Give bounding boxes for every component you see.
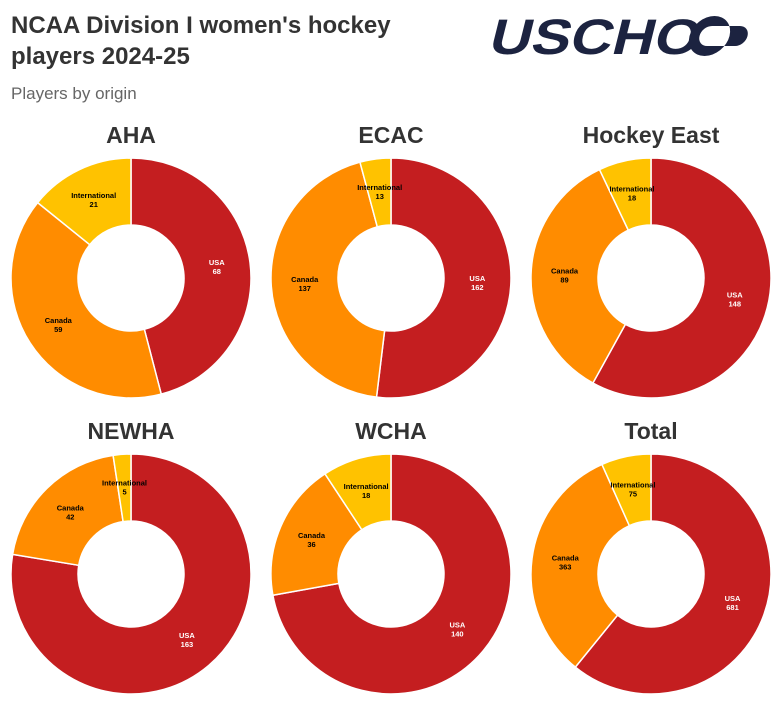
slice-label-international: International 13 [357, 183, 402, 201]
donut-title: AHA [106, 122, 156, 148]
uscho-logo: USCHO [488, 10, 748, 60]
slice-canada[interactable] [530, 463, 631, 669]
slice-label-international: International 21 [71, 191, 116, 209]
slice-label-international: International 18 [344, 482, 389, 500]
donut-chart-ecac: ECAC USA 162 Canada 137 International 13 [261, 118, 521, 408]
slice-label-canada: Canada 59 [45, 316, 73, 334]
donut-chart-hockey-east: Hockey East USA 148 Canada 89 International 1… [521, 118, 780, 408]
chart-subtitle: Players by origin [11, 84, 137, 103]
donut-chart-wcha: WCHA USA 140 Canada 36 International 18 [261, 414, 521, 704]
slice-international[interactable] [323, 453, 392, 531]
slice-international[interactable] [359, 157, 392, 228]
slice-canada[interactable] [270, 161, 386, 398]
slice-label-international: International 75 [610, 480, 655, 498]
slice-label-canada: Canada 36 [298, 531, 326, 549]
logo-text: USCHO [488, 10, 708, 60]
slice-canada[interactable] [530, 168, 630, 385]
slice-international[interactable] [600, 453, 652, 527]
slice-label-usa: USA 163 [179, 631, 195, 649]
slice-usa[interactable] [10, 453, 252, 695]
slice-label-usa: USA 148 [727, 291, 743, 309]
donut-svg: USA 148 Canada 89 International 18 [530, 157, 772, 399]
donut-chart-newha: NEWHA USA 163 Canada 42 International 5 [1, 414, 261, 704]
slice-usa[interactable] [375, 157, 512, 399]
donut-svg: USA 68 Canada 59 International 21 [10, 157, 252, 399]
slice-label-canada: Canada 363 [552, 554, 580, 572]
slice-usa[interactable] [272, 453, 512, 695]
donut-chart-aha: AHA USA 68 Canada 59 International 21 [1, 118, 261, 408]
slice-usa[interactable] [591, 157, 772, 399]
donut-grid: AHA USA 68 Canada 59 International 21 ECAC US… [0, 118, 780, 698]
slice-international[interactable] [36, 157, 132, 246]
slice-label-international: International 5 [102, 479, 147, 497]
logo-puck [688, 16, 748, 56]
slice-international[interactable] [112, 453, 132, 523]
slice-canada[interactable] [270, 472, 363, 597]
donut-chart-total: Total USA 681 Canada 363 International 75 [521, 414, 780, 704]
donut-svg: USA 162 Canada 137 International 13 [270, 157, 512, 399]
donut-title: ECAC [358, 122, 424, 148]
slice-label-international: International 18 [609, 185, 654, 203]
slice-label-usa: USA 681 [725, 594, 741, 612]
donut-title: WCHA [355, 418, 427, 444]
donut-title: Total [624, 418, 678, 444]
donut-title: NEWHA [87, 418, 175, 444]
slice-usa[interactable] [130, 157, 252, 396]
slice-label-usa: USA 140 [449, 620, 465, 638]
slice-label-canada: Canada 89 [551, 266, 579, 284]
donut-title: Hockey East [582, 122, 720, 148]
slice-canada[interactable] [11, 454, 124, 567]
donut-svg: USA 681 Canada 363 International 75 [530, 453, 772, 695]
slice-canada[interactable] [10, 201, 163, 399]
slice-usa[interactable] [574, 453, 772, 695]
donut-svg: USA 163 Canada 42 International 5 [10, 453, 252, 695]
slice-label-usa: USA 162 [469, 274, 485, 292]
slice-label-canada: Canada 42 [57, 503, 85, 521]
slice-label-canada: Canada 137 [291, 275, 319, 293]
donut-svg: USA 140 Canada 36 International 18 [270, 453, 512, 695]
slice-label-usa: USA 68 [209, 258, 225, 276]
chart-title: NCAA Division I women's hockey players 2… [11, 12, 391, 70]
slice-international[interactable] [598, 157, 652, 232]
